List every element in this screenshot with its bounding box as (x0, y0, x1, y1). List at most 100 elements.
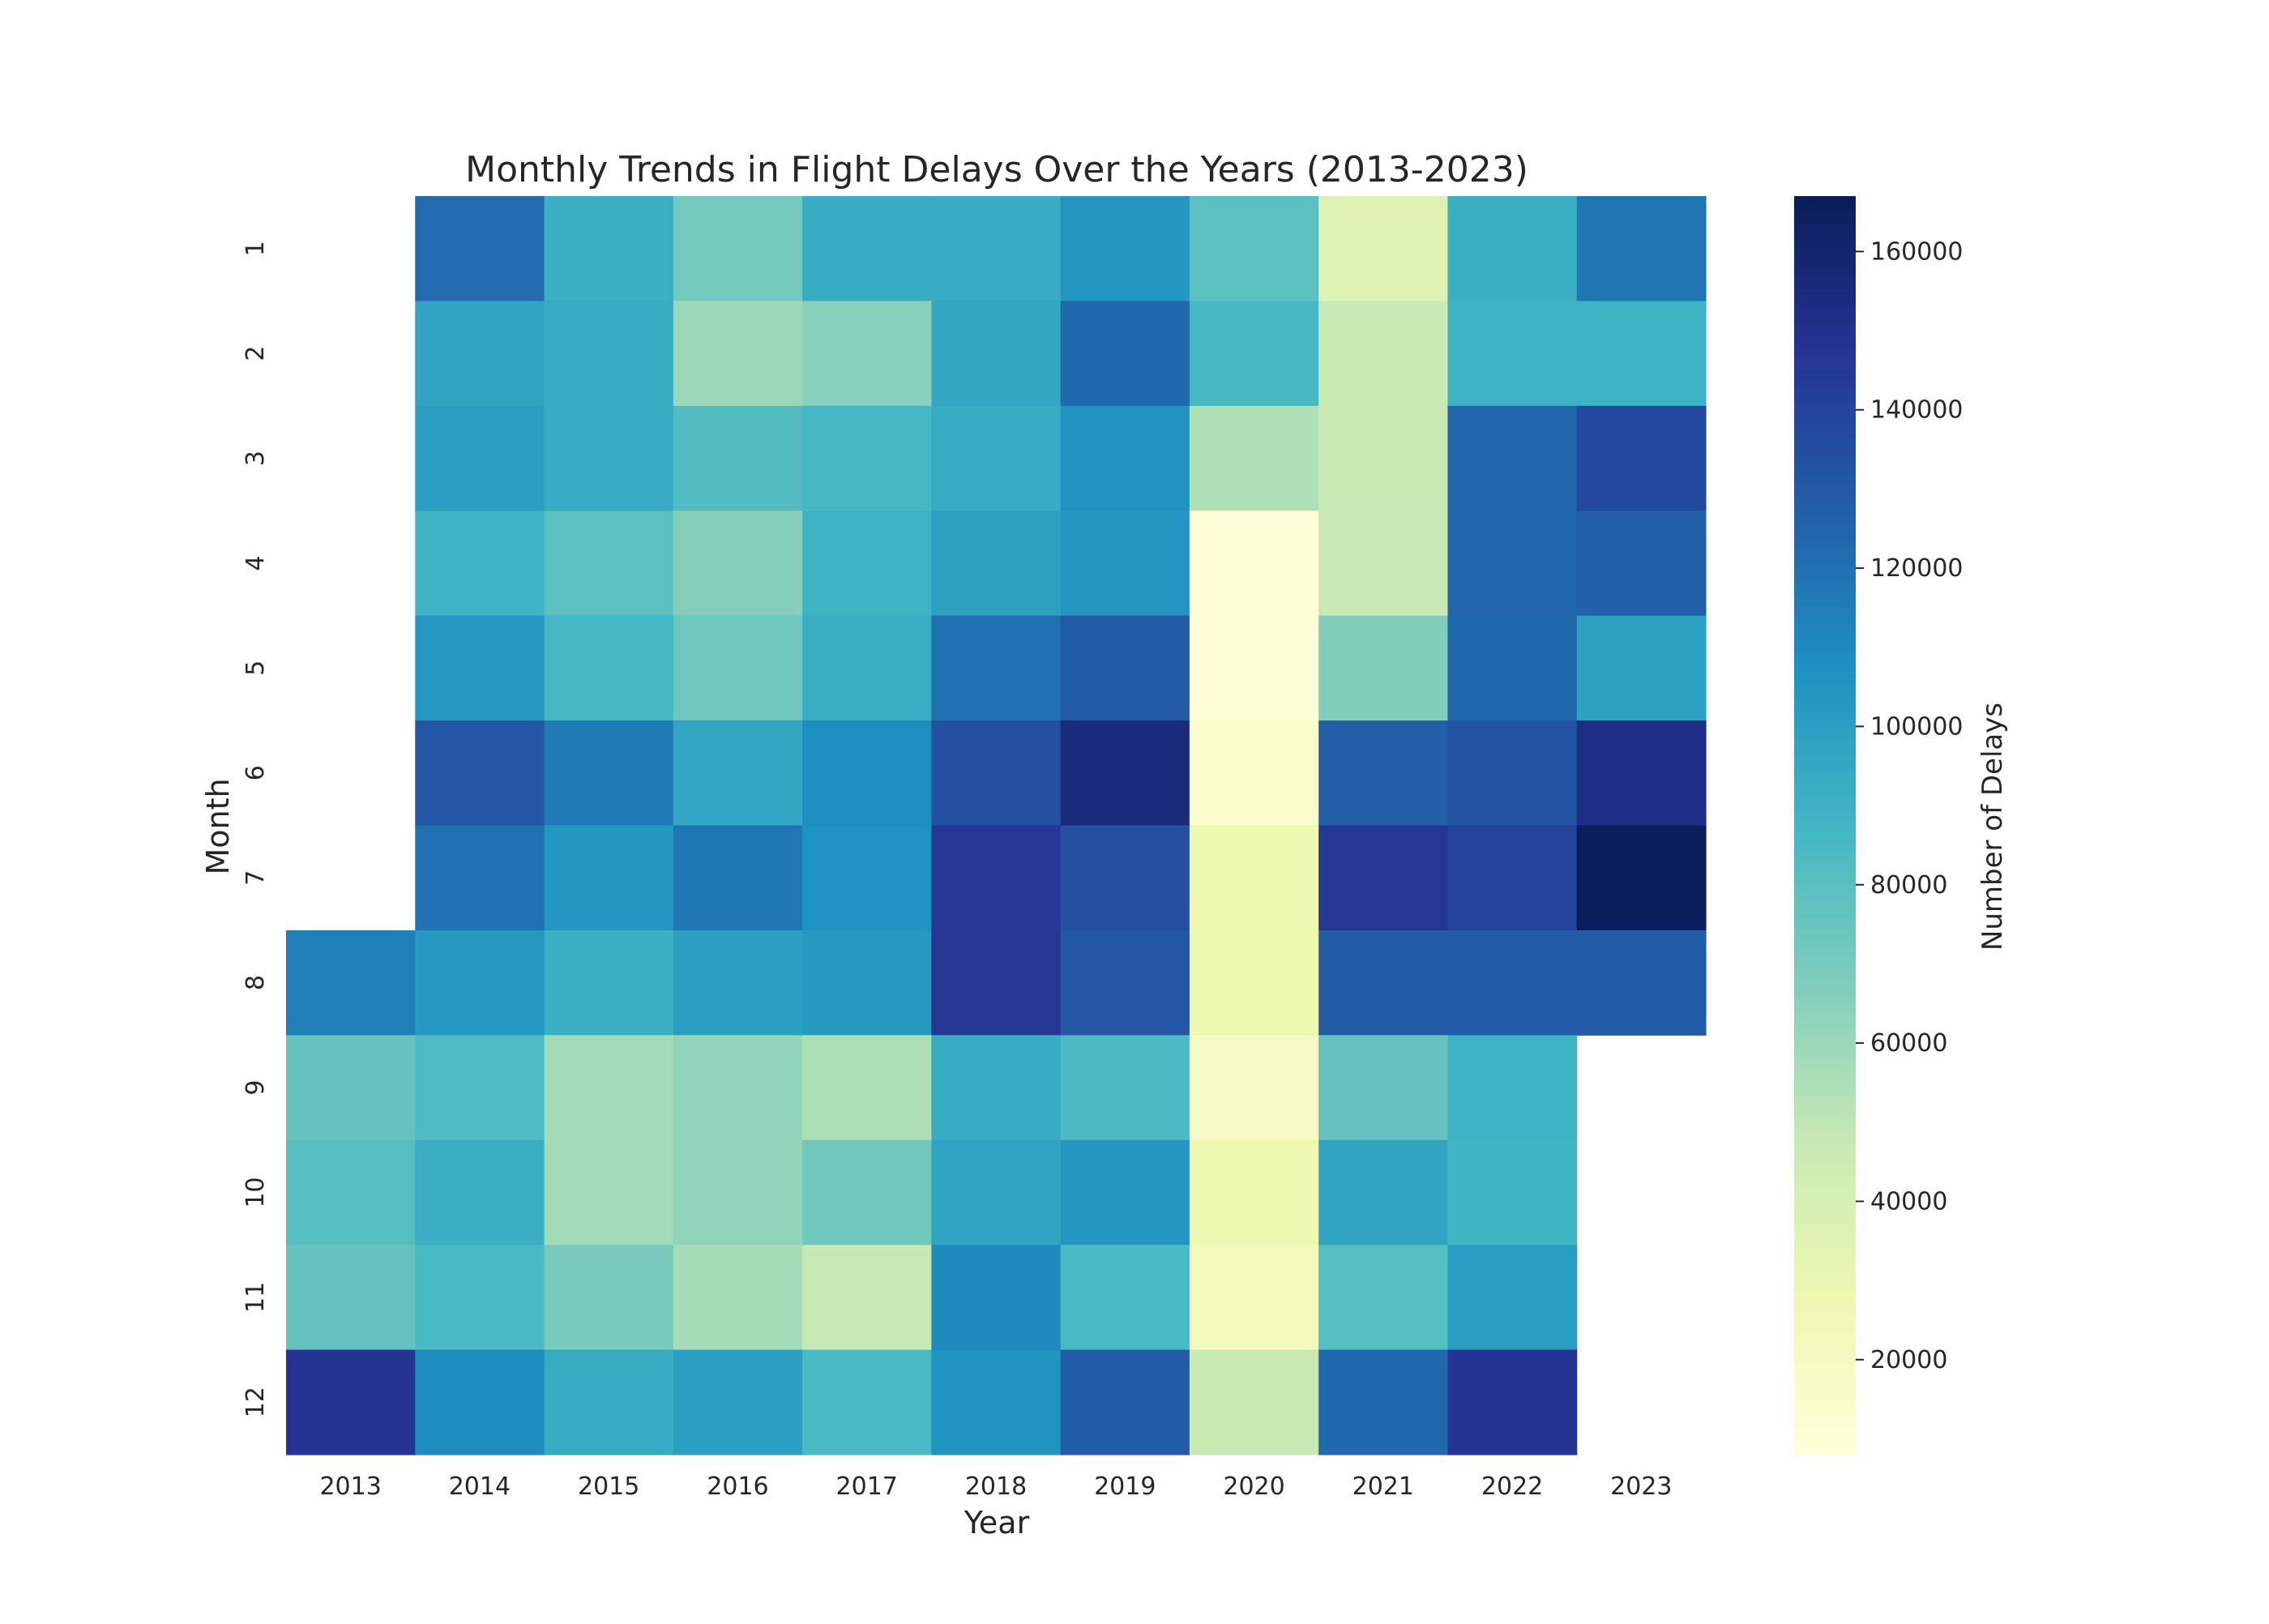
heatmap-cell (673, 301, 803, 407)
x-tick-labels: 2013 2014 2015 2016 2017 2018 2019 2020 2021 2022… (319, 1472, 1672, 1501)
x-tick-label: 2021 (1352, 1472, 1414, 1501)
heatmap-cell (1060, 825, 1190, 931)
heatmap-cell (415, 720, 545, 827)
colorbar-label: Number of Delays (1976, 703, 2009, 951)
heatmap-cell (1060, 615, 1190, 721)
heatmap-cell (1447, 1245, 1578, 1351)
heatmap-cell (415, 1035, 545, 1141)
colorbar-tick-label: 120000 (1870, 554, 1963, 583)
heatmap-cell (415, 405, 545, 511)
heatmap-cell (802, 1139, 932, 1246)
heatmap-cell (931, 405, 1062, 511)
heatmap-cell (1189, 405, 1319, 511)
heatmap-cell (931, 1035, 1062, 1141)
heatmap-cell (673, 511, 803, 617)
heatmap-cell (1576, 930, 1707, 1036)
heatmap-cell (931, 1349, 1062, 1455)
x-tick-label: 2019 (1094, 1472, 1156, 1501)
heatmap-cell (1060, 405, 1190, 511)
heatmap-cell (673, 196, 803, 302)
heatmap-cell (931, 1245, 1062, 1351)
heatmap-cell (286, 1139, 416, 1246)
heatmap-cell (1576, 405, 1707, 511)
heatmap-cell (931, 930, 1062, 1036)
heatmap-cell (544, 615, 674, 721)
heatmap-cell (802, 1349, 932, 1455)
chart-title: Monthly Trends in Flight Delays Over the… (465, 149, 1528, 190)
heatmap-cell (1447, 615, 1578, 721)
heatmap-cell (1189, 825, 1319, 931)
heatmap-cell (544, 405, 674, 511)
heatmap-cell (802, 1035, 932, 1141)
heatmap-cell (1447, 825, 1578, 931)
heatmap-cell (802, 930, 932, 1036)
x-axis-label: Year (964, 1505, 1030, 1541)
heatmap-cell (802, 196, 932, 302)
y-axis-label: Month (200, 778, 236, 874)
heatmap-cell (802, 301, 932, 407)
y-tick-label: 7 (241, 870, 270, 886)
heatmap-cell (931, 825, 1062, 931)
heatmap-cell (802, 615, 932, 721)
heatmap-cell (1318, 825, 1449, 931)
heatmap-cell (415, 301, 545, 407)
heatmap-cell (673, 1139, 803, 1246)
heatmap-cell (802, 720, 932, 827)
heatmap-cell (1189, 1139, 1319, 1246)
heatmap-cell (1189, 615, 1319, 721)
heatmap-cell (673, 825, 803, 931)
y-tick-label: 8 (241, 975, 270, 990)
heatmap-cell (544, 1035, 674, 1141)
heatmap-cell (1447, 720, 1578, 827)
heatmap-cell (673, 1349, 803, 1455)
heatmap-cell (544, 1139, 674, 1246)
heatmap-cell (1447, 196, 1578, 302)
colorbar-gradient (1794, 196, 1856, 1455)
heatmap-cell (1318, 1035, 1449, 1141)
heatmap-cell (931, 1139, 1062, 1246)
y-tick-label: 3 (241, 451, 270, 466)
y-tick-label: 11 (241, 1282, 270, 1313)
heatmap-cell (1447, 1035, 1578, 1141)
y-tick-label: 6 (241, 765, 270, 780)
heatmap-cell (286, 1349, 416, 1455)
heatmap-cell (931, 615, 1062, 721)
x-tick-label: 2022 (1481, 1472, 1543, 1501)
heatmap-cell (1060, 1139, 1190, 1246)
heatmap-cell (286, 1245, 416, 1351)
heatmap-cell (1318, 720, 1449, 827)
heatmap-cell (1576, 196, 1707, 302)
heatmap-cell (1189, 1349, 1319, 1455)
heatmap-cell (1576, 511, 1707, 617)
heatmap-cell (931, 196, 1062, 302)
y-tick-label: 12 (241, 1387, 270, 1417)
colorbar-tick-label: 60000 (1870, 1029, 1947, 1058)
heatmap-cell (415, 196, 545, 302)
heatmap-cell (1189, 301, 1319, 407)
x-tick-label: 2018 (965, 1472, 1027, 1501)
heatmap-cell (1318, 930, 1449, 1036)
heatmap-cell (1318, 1139, 1449, 1246)
heatmap-cell (544, 196, 674, 302)
heatmap-cell (1576, 301, 1707, 407)
heatmap-cell (544, 1245, 674, 1351)
heatmap-cell (1318, 511, 1449, 617)
x-tick-label: 2015 (578, 1472, 639, 1501)
heatmap-cell (673, 1245, 803, 1351)
heatmap-cell (544, 1349, 674, 1455)
heatmap-cell (415, 930, 545, 1036)
x-tick-label: 2020 (1223, 1472, 1284, 1501)
heatmap-cell (544, 930, 674, 1036)
y-tick-label: 4 (241, 555, 270, 571)
x-tick-label: 2023 (1610, 1472, 1672, 1501)
heatmap-cell (1318, 301, 1449, 407)
heatmap-cell (415, 1349, 545, 1455)
heatmap-cell (1576, 615, 1707, 721)
heatmap-cell (1447, 405, 1578, 511)
colorbar-tick-label: 80000 (1870, 871, 1947, 900)
heatmap-cell (1447, 1139, 1578, 1246)
x-tick-label: 2013 (319, 1472, 381, 1501)
heatmap-cell (802, 825, 932, 931)
colorbar-tick-label: 160000 (1870, 237, 1963, 266)
